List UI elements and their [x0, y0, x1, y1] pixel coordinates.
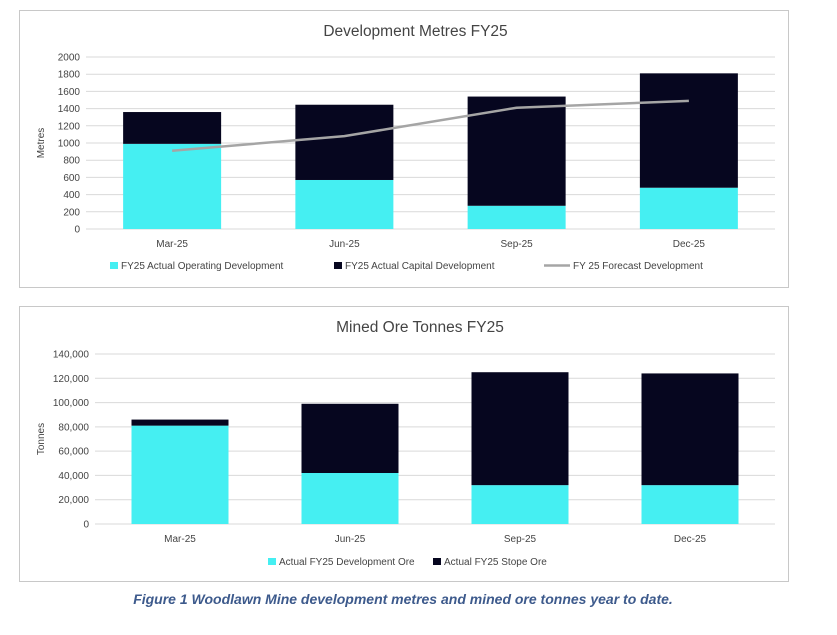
legend-swatch	[268, 558, 276, 565]
y-axis-label: Tonnes	[36, 423, 47, 455]
x-category-label: Mar-25	[156, 239, 188, 250]
legend-swatch	[110, 262, 118, 269]
y-tick-label: 1600	[58, 87, 81, 98]
y-tick-label: 0	[74, 225, 80, 236]
x-category-label: Mar-25	[164, 534, 196, 545]
bar-segment-upper	[471, 372, 569, 486]
bar-segment-upper	[301, 403, 399, 473]
x-category-label: Dec-25	[674, 534, 707, 545]
y-tick-label: 40,000	[58, 471, 89, 482]
y-tick-label: 120,000	[53, 374, 90, 385]
chart-title: Development Metres FY25	[323, 23, 507, 40]
mined-ore-tonnes-chart: Mined Ore Tonnes FY25 0 20,000 40,000 60,000…	[36, 319, 775, 568]
y-tick-label: 0	[83, 520, 89, 531]
chart-title: Mined Ore Tonnes FY25	[336, 319, 504, 336]
y-tick-label: 200	[63, 207, 80, 218]
legend-label: FY25 Actual Operating Development	[121, 261, 284, 272]
y-tick-label: 800	[63, 156, 80, 167]
x-category-label: Sep-25	[504, 534, 537, 545]
development-metres-chart-panel: Development Metres FY25 0 200 400 600 800 1000…	[19, 10, 789, 288]
legend-label: Actual FY25 Stope Ore	[444, 557, 547, 568]
bar-segment-upper	[131, 419, 229, 426]
x-category-label: Jun-25	[335, 534, 366, 545]
y-tick-label: 140,000	[53, 350, 90, 361]
legend-label: FY 25 Forecast Development	[573, 261, 703, 272]
development-metres-chart: Development Metres FY25 0 200 400 600 800 1000…	[36, 23, 775, 272]
y-tick-label: 20,000	[58, 495, 89, 506]
forecast-line	[172, 99, 689, 152]
bar-segment-upper	[639, 73, 738, 188]
bar-segment-upper	[467, 96, 566, 206]
y-tick-label: 1800	[58, 70, 81, 81]
mined-ore-tonnes-chart-panel: Mined Ore Tonnes FY25 0 20,000 40,000 60,000…	[19, 306, 789, 582]
bar-segment-lower	[641, 485, 739, 524]
y-tick-label: 100,000	[53, 398, 90, 409]
bar-segment-lower	[467, 205, 566, 229]
y-tick-label: 1400	[58, 104, 81, 115]
bar-segment-upper	[641, 373, 739, 486]
y-tick-label: 400	[63, 190, 80, 201]
x-category-label: Jun-25	[329, 239, 360, 250]
bar-segment-lower	[131, 425, 229, 524]
y-tick-label: 1000	[58, 139, 81, 150]
y-tick-label: 1200	[58, 121, 81, 132]
bar-segment-lower	[639, 187, 738, 229]
y-tick-label: 2000	[58, 53, 81, 64]
bar-segment-lower	[471, 485, 569, 524]
legend-label: FY25 Actual Capital Development	[345, 261, 495, 272]
y-tick-label: 600	[63, 173, 80, 184]
x-category-label: Sep-25	[501, 239, 534, 250]
y-axis-label: Metres	[36, 128, 47, 159]
x-category-label: Dec-25	[673, 239, 706, 250]
bar-segment-lower	[123, 143, 222, 229]
bar-segment-lower	[295, 179, 394, 229]
bar-segment-lower	[301, 473, 399, 524]
bar-segment-upper	[123, 112, 222, 144]
y-tick-label: 60,000	[58, 447, 89, 458]
y-tick-label: 80,000	[58, 422, 89, 433]
figure-caption: Figure 1 Woodlawn Mine development metre…	[133, 591, 673, 607]
legend-label: Actual FY25 Development Ore	[279, 557, 415, 568]
legend-swatch	[433, 558, 441, 565]
bar-segment-upper	[295, 104, 394, 180]
legend-swatch	[334, 262, 342, 269]
